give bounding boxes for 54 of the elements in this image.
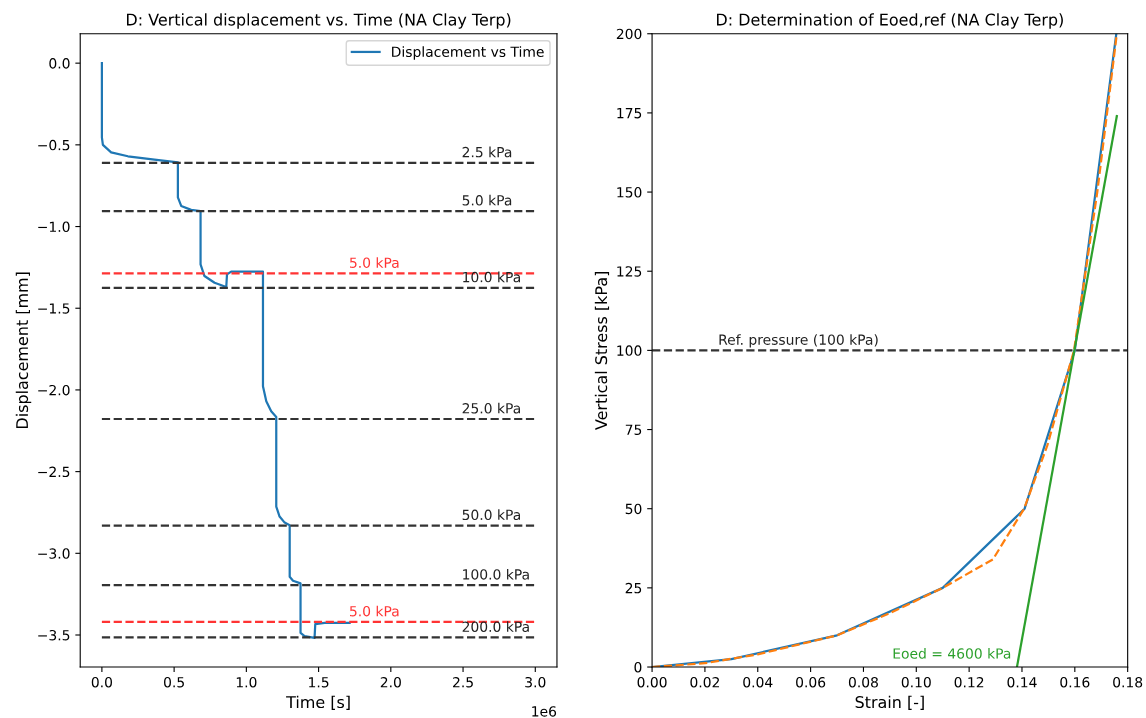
chart-title: D: Determination of Eoed,ref (NA Clay Terp) [717, 13, 1063, 29]
y-tick-label: 200 [616, 28, 642, 40]
x-tick-label: 0.16 [1060, 676, 1090, 688]
x-tick-label: 0.0 [91, 676, 113, 688]
annotation: 25.0 kPa [462, 402, 520, 414]
annotation: 100.0 kPa [463, 568, 529, 580]
y-tick-label: 100 [617, 345, 642, 356]
y-tick-label: 0 [634, 661, 642, 673]
x-tick-label: 0.00 [637, 676, 667, 688]
x-axis-title: Strain [-] [855, 695, 924, 710]
x-tick-label: 0.14 [1007, 676, 1037, 688]
chart-title: D: Vertical displacement vs. Time (NA Clay Terp) [127, 13, 511, 29]
x-tick-label: 0.06 [796, 676, 826, 688]
y-axis-title: Displacement [mm] [15, 272, 32, 429]
annotation: 5.0 kPa [350, 257, 399, 268]
annotation: 5.0 kPa [350, 605, 399, 617]
annotation: 2.5 kPa [462, 146, 512, 158]
y-tick-label: 75 [625, 424, 642, 436]
x-tick-label: 2.0 [380, 676, 401, 688]
y-tick-label: −1.5 [38, 303, 70, 314]
x-tick-label: 1.5 [309, 677, 329, 688]
y-tick-label: −1.0 [38, 221, 70, 233]
x-tick-label: 0.12 [954, 676, 984, 688]
x-tick-label: 0.04 [743, 676, 773, 688]
legend-label: Displacement vs Time [392, 46, 544, 60]
y-tick-label: 150 [617, 187, 642, 198]
text: 1e6 [532, 706, 557, 717]
y-tick-label: −2.5 [38, 466, 70, 478]
y-tick-label: 50 [625, 503, 642, 515]
x-tick-label: 3.0 [525, 676, 546, 688]
y-tick-label: −3.5 [38, 629, 70, 641]
annotation: Ref. pressure (100 kPa) [719, 334, 878, 348]
x-tick-label: 0.02 [690, 676, 719, 688]
y-tick-label: 25 [625, 582, 642, 594]
y-tick-label: −3.0 [38, 548, 70, 559]
x-tick-label: 1.0 [236, 676, 257, 688]
series-label: Eoed = 4600 kPa [893, 648, 1011, 659]
annotation: 200.0 kPa [462, 621, 529, 632]
annotation: 5.0 kPa [462, 194, 512, 206]
x-tick-label: 0.5 [163, 676, 184, 688]
y-axis-title: Vertical Stress [kPa] [594, 272, 610, 430]
y-tick-label: −0.5 [38, 139, 70, 151]
annotation: 10.0 kPa [463, 271, 520, 283]
x-tick-label: 2.5 [453, 676, 473, 688]
y-tick-label: 175 [617, 108, 642, 119]
y-tick-label: 125 [617, 266, 642, 277]
x-tick-label: 0.10 [901, 676, 931, 688]
x-tick-label: 0.18 [1113, 676, 1143, 688]
line-series [100, 62, 351, 640]
x-tick-label: 0.08 [848, 676, 878, 688]
x-axis-title: Time [s] [286, 695, 350, 710]
annotation: 50.0 kPa [462, 509, 520, 521]
y-tick-label: −2.0 [38, 384, 70, 396]
y-tick-label: 0.0 [49, 58, 70, 69]
